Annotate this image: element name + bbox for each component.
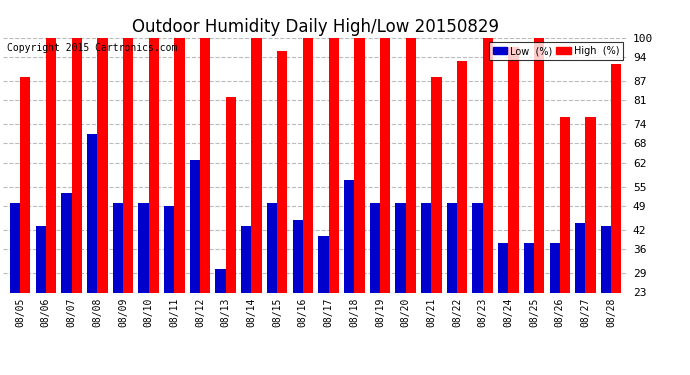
Bar [354,38,364,369]
Bar [112,203,123,369]
Bar [175,38,185,369]
Bar [473,203,483,369]
Bar [10,203,20,369]
Bar [575,223,586,369]
Bar [241,226,251,369]
Bar [406,38,416,369]
Bar [267,203,277,369]
Bar [46,38,56,369]
Bar [251,38,262,369]
Bar [72,38,82,369]
Bar [20,77,30,369]
Bar [226,97,236,369]
Bar [483,38,493,369]
Bar [534,38,544,369]
Bar [36,226,46,369]
Bar [215,269,226,369]
Text: Copyright 2015 Cartronics.com: Copyright 2015 Cartronics.com [7,43,177,52]
Bar [277,51,288,369]
Title: Outdoor Humidity Daily High/Low 20150829: Outdoor Humidity Daily High/Low 20150829 [132,18,499,36]
Bar [190,160,200,369]
Bar [139,203,148,369]
Bar [123,38,133,369]
Bar [328,38,339,369]
Bar [380,38,391,369]
Bar [421,203,431,369]
Bar [318,236,328,369]
Bar [61,193,72,369]
Bar [601,226,611,369]
Bar [509,47,519,369]
Legend: Low  (%), High  (%): Low (%), High (%) [489,42,623,60]
Bar [431,77,442,369]
Bar [446,203,457,369]
Bar [293,220,303,369]
Bar [164,206,175,369]
Bar [200,38,210,369]
Bar [457,61,467,369]
Bar [395,203,406,369]
Bar [97,38,108,369]
Bar [303,38,313,369]
Bar [148,38,159,369]
Bar [611,64,622,369]
Bar [560,117,570,369]
Bar [87,134,97,369]
Bar [524,243,534,369]
Bar [586,117,595,369]
Bar [549,243,560,369]
Bar [370,203,380,369]
Bar [498,243,509,369]
Bar [344,180,354,369]
